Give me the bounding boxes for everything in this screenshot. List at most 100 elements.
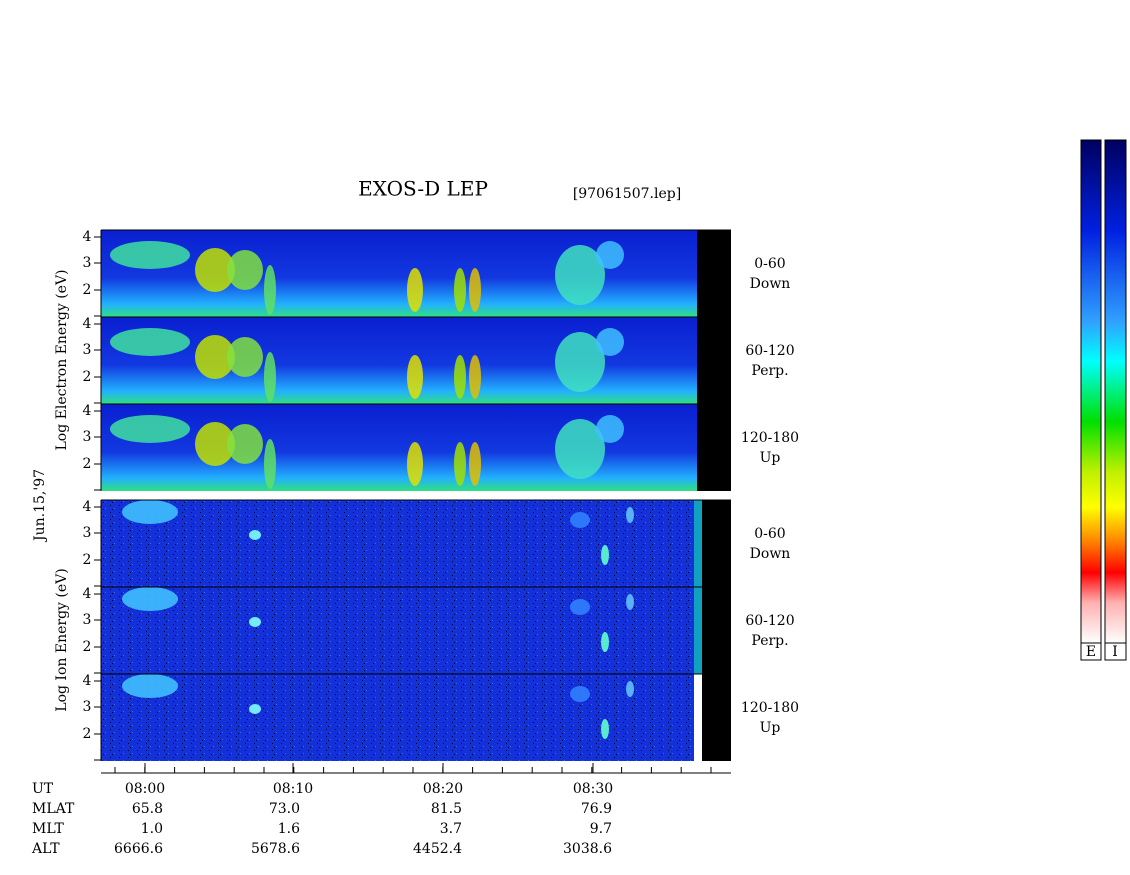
intensity-blob (195, 335, 235, 379)
row-value: 3.7 (440, 821, 462, 837)
panel-label: 60-120 (745, 613, 794, 629)
row-label: MLT (32, 821, 64, 837)
ion-axis-label: Log Ion Energy (eV) (54, 568, 70, 711)
intensity-blob (555, 419, 605, 479)
y-tick-label: 3 (83, 612, 92, 628)
intensity-blob (195, 248, 235, 292)
row-label: ALT (31, 841, 60, 857)
intensity-blob (626, 681, 634, 697)
strip (694, 500, 702, 587)
panel-label: Perp. (751, 363, 788, 379)
row-value: 5678.6 (251, 841, 300, 857)
intensity-blob (407, 268, 423, 312)
no-data (697, 317, 731, 404)
intensity-blob (110, 328, 190, 356)
colorbar-box (1104, 642, 1127, 661)
intensity-blob (555, 332, 605, 392)
y-tick-label: 2 (83, 456, 92, 472)
colorbar-label: E (1086, 644, 1096, 660)
panel-label: Up (760, 450, 781, 466)
y-tick-label: 3 (83, 699, 92, 715)
y-tick-label: 4 (83, 229, 92, 245)
intensity-blob (596, 415, 624, 443)
title: EXOS-D LEP (358, 177, 488, 201)
intensity-blob (227, 337, 263, 377)
row-label: MLAT (32, 801, 75, 817)
intensity-blob (626, 507, 634, 523)
file-name: [97061507.lep] (573, 186, 681, 202)
y-tick-label: 4 (83, 499, 92, 515)
row-value: 73.0 (269, 801, 300, 817)
intensity-blob (555, 245, 605, 305)
y-tick-label: 2 (83, 726, 92, 742)
intensity-blob (249, 704, 261, 714)
intensity-blob (249, 530, 261, 540)
intensity-blob (122, 587, 178, 611)
row-value: 9.7 (590, 821, 612, 837)
y-tick-label: 4 (83, 586, 92, 602)
intensity-blob (601, 545, 609, 565)
date: Jun.15,'97 (32, 469, 48, 543)
row-value: 08:20 (423, 781, 463, 797)
intensity-blob (469, 442, 481, 486)
electron-axis-label: Log Electron Energy (eV) (54, 269, 70, 450)
intensity-blob (570, 686, 590, 702)
panel-label: Down (750, 276, 791, 292)
row-value: 3038.6 (563, 841, 612, 857)
panel-label: 0-60 (754, 526, 785, 542)
intensity-blob (122, 500, 178, 524)
intensity-blob (596, 328, 624, 356)
intensity-blob (264, 265, 276, 315)
y-tick-label: 4 (83, 316, 92, 332)
row-value: 76.9 (581, 801, 612, 817)
row-value: 1.0 (141, 821, 163, 837)
y-tick-label: 3 (83, 342, 92, 358)
spectrogram (101, 674, 694, 761)
intensity-blob (469, 355, 481, 399)
row-value: 81.5 (431, 801, 462, 817)
y-tick-label: 2 (83, 282, 92, 298)
y-tick-label: 3 (83, 429, 92, 445)
intensity-blob (264, 439, 276, 489)
intensity-blob (454, 442, 466, 486)
no-data (697, 404, 731, 491)
intensity-blob (601, 632, 609, 652)
spectrogram (101, 587, 694, 674)
no-data (702, 674, 731, 761)
panel-label: 0-60 (754, 256, 785, 272)
row-value: 4452.4 (413, 841, 462, 857)
panel-label: 120-180 (741, 430, 799, 446)
intensity-blob (407, 355, 423, 399)
spectrogram (101, 500, 694, 587)
colorbar (1080, 139, 1102, 644)
y-tick-label: 2 (83, 639, 92, 655)
intensity-blob (249, 617, 261, 627)
no-data (702, 500, 731, 587)
colorbar (1104, 139, 1127, 644)
row-value: 6666.6 (114, 841, 163, 857)
row-value: 1.6 (278, 821, 300, 837)
intensity-blob (264, 352, 276, 402)
colorbar-label: I (1112, 644, 1118, 660)
row-value: 08:00 (125, 781, 165, 797)
row-value: 08:10 (273, 781, 313, 797)
row-value: 65.8 (132, 801, 163, 817)
intensity-blob (407, 442, 423, 486)
intensity-blob (227, 424, 263, 464)
colorbar-box (1080, 642, 1102, 661)
row-value: 08:30 (573, 781, 613, 797)
y-tick-label: 3 (83, 525, 92, 541)
intensity-blob (596, 241, 624, 269)
panel-label: Down (750, 546, 791, 562)
intensity-blob (601, 719, 609, 739)
intensity-blob (626, 594, 634, 610)
panel-label: Up (760, 720, 781, 736)
panel-label: 120-180 (741, 700, 799, 716)
panel-label: 60-120 (745, 343, 794, 359)
intensity-blob (570, 512, 590, 528)
row-label: UT (32, 781, 54, 797)
spectrogram-panels: 2 3 4 0-60 Down 2 3 4 60-120 Perp. 2 3 4 120-180 Up 2 3 4… (83, 229, 799, 761)
time-ticks: UT 08:00 08:10 08:20 08:30 MLAT 65.8 73.0 81.5 76… (31, 763, 712, 857)
intensity-blob (227, 250, 263, 290)
